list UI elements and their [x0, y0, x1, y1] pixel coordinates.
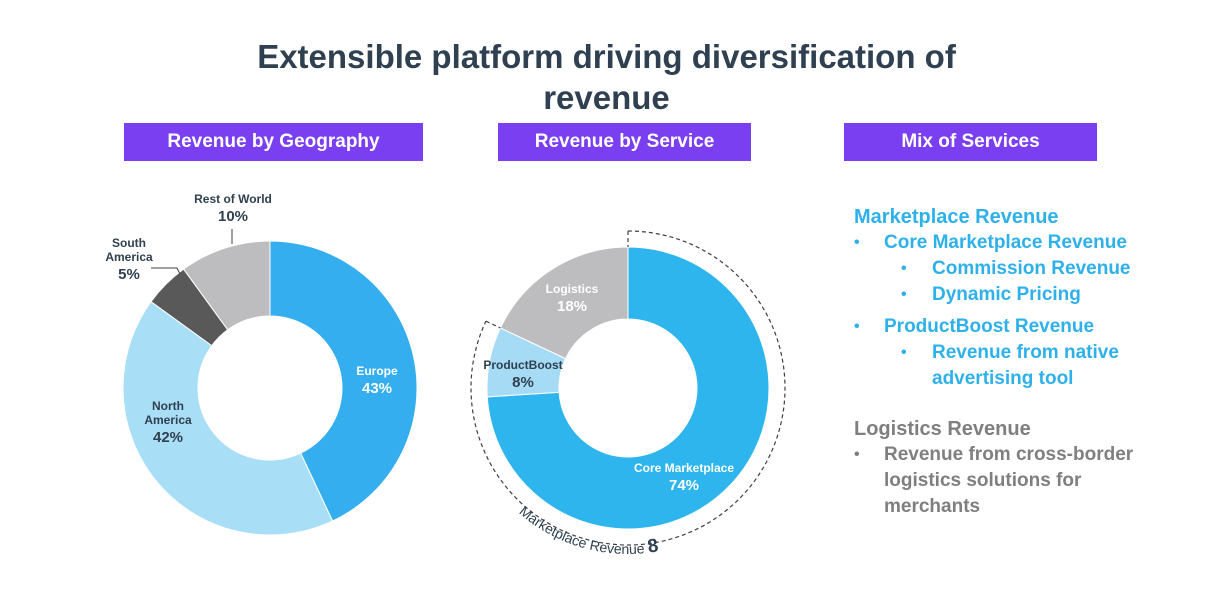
list-item-line: advertising tool — [932, 368, 1074, 389]
list-item-native-advertising: • Revenue from native advertising tool — [854, 340, 1194, 392]
slice-logistics — [499, 246, 629, 360]
header-revenue-by-service: Revenue by Service — [498, 123, 751, 161]
list-item-label: Revenue from cross-border logistics solu… — [884, 444, 1133, 517]
data-label-north-america: North America — [144, 399, 192, 427]
list-item-core-marketplace: • Core Marketplace Revenue — [854, 230, 1194, 256]
list-item-label: ProductBoost Revenue — [884, 316, 1095, 337]
bullet-icon: • — [901, 260, 907, 277]
list-item-label: Core Marketplace Revenue — [884, 232, 1127, 253]
page-title: Extensible platform driving diversificat… — [0, 36, 1213, 118]
list-item-productboost: • ProductBoost Revenue — [854, 314, 1194, 340]
header-revenue-by-geography: Revenue by Geography — [124, 123, 423, 161]
marketplace-arc-tick-end — [485, 320, 501, 329]
data-value-south-america: 5% — [118, 266, 140, 283]
list-item-commission: • Commission Revenue — [854, 256, 1194, 282]
list-item-line: Revenue from cross-border — [884, 444, 1134, 465]
data-label-productboost: ProductBoost — [483, 358, 562, 372]
bullet-icon: • — [901, 344, 907, 361]
mix-of-services-list: Marketplace Revenue • Core Marketplace R… — [854, 204, 1194, 520]
bullet-icon: • — [854, 446, 860, 463]
list-item-cross-border: • Revenue from cross-border logistics so… — [854, 442, 1194, 520]
data-label-south-america: South America — [105, 236, 153, 264]
page-title-line-2: revenue — [543, 79, 670, 116]
bullet-icon: • — [854, 234, 860, 251]
marketplace-revenue-heading: Marketplace Revenue — [854, 206, 1059, 228]
header-mix-of-services: Mix of Services — [844, 123, 1097, 161]
list-item-dynamic-pricing: • Dynamic Pricing — [854, 282, 1194, 308]
list-item-line: merchants — [884, 496, 981, 517]
bullet-icon: • — [901, 286, 907, 303]
data-value-logistics: 18% — [557, 298, 587, 315]
data-value-core-marketplace: 74% — [669, 477, 699, 494]
list-item-line: logistics solutions for — [884, 470, 1082, 491]
data-value-productboost: 8% — [512, 374, 534, 391]
data-label-core-marketplace: Core Marketplace — [634, 461, 734, 475]
leader-line-south-america — [151, 267, 181, 275]
list-item-line: Revenue from native — [932, 342, 1119, 363]
logistics-revenue-heading: Logistics Revenue — [854, 418, 1031, 440]
page-title-line-1: Extensible platform driving diversificat… — [257, 38, 956, 75]
data-value-rest-of-world: 10% — [218, 208, 248, 225]
slice-north-america — [122, 300, 334, 536]
data-value-north-america: 42% — [153, 429, 183, 446]
data-value-europe: 43% — [362, 380, 392, 397]
list-item-label: Dynamic Pricing — [932, 284, 1081, 305]
bullet-icon: • — [854, 318, 860, 335]
list-item-label: Revenue from native advertising tool — [932, 342, 1119, 389]
list-item-label: Commission Revenue — [932, 258, 1131, 279]
marketplace-dashed-arc — [470, 230, 786, 546]
data-label-logistics: Logistics — [546, 282, 599, 296]
slice-rest-of-world — [182, 240, 271, 331]
slice-europe — [269, 240, 418, 522]
slice-core-marketplace — [486, 246, 770, 530]
data-label-europe: Europe — [356, 364, 398, 378]
data-label-rest-of-world: Rest of World — [194, 192, 272, 206]
